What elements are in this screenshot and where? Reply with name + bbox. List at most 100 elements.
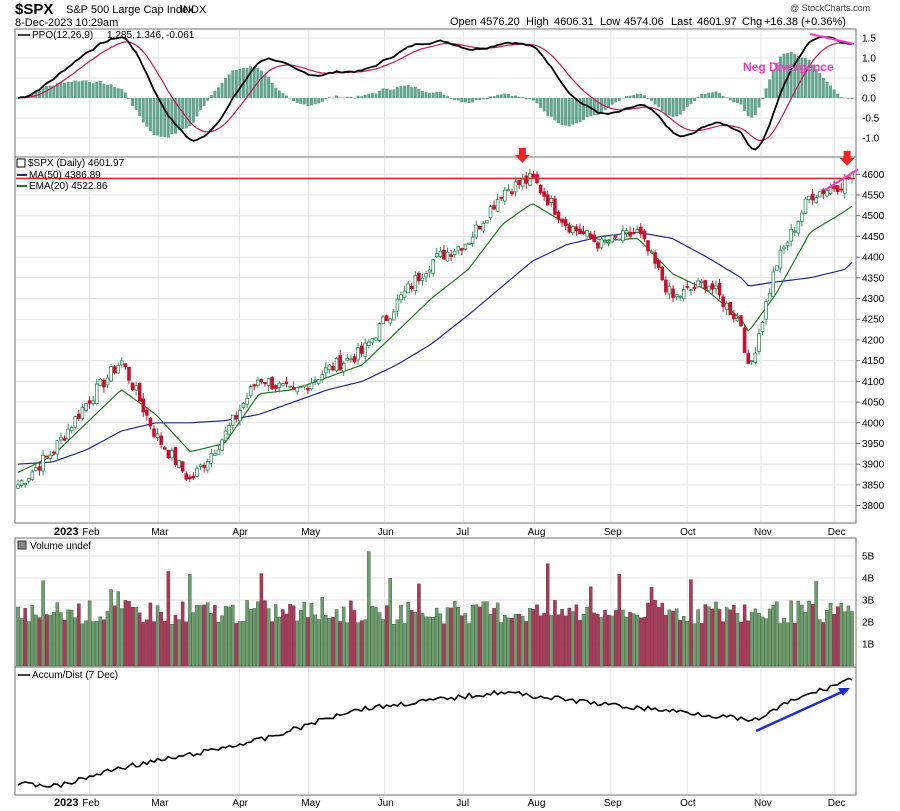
candle-body	[162, 447, 167, 450]
volume-bar	[750, 612, 754, 667]
candle-body	[596, 242, 600, 249]
candle-body	[298, 386, 303, 388]
volume-bar	[678, 620, 682, 667]
ppo-hist-bar	[202, 98, 206, 106]
candle-body	[581, 231, 586, 234]
candle-body	[102, 379, 106, 388]
price-tick-label: 3900	[862, 460, 885, 471]
candle-body	[55, 440, 60, 455]
candle-body	[692, 286, 697, 290]
ppo-hist-bar	[16, 98, 20, 99]
volume-legend-swatch	[17, 540, 27, 550]
volume-bar	[338, 621, 342, 667]
volume-bar	[835, 606, 840, 667]
ppo-hist-bar	[428, 93, 432, 98]
volume-bar	[825, 610, 829, 667]
candle-body	[295, 387, 299, 393]
candle-body	[195, 467, 199, 477]
month-label: Jun	[378, 527, 394, 538]
candle-body	[574, 226, 579, 232]
volume-bar	[571, 611, 575, 667]
volume-bar	[409, 609, 414, 667]
ppo-hist-bar	[718, 92, 722, 98]
volume-bar	[664, 614, 668, 667]
month-label: Sep	[604, 798, 622, 809]
ppo-hist-bar	[850, 98, 854, 100]
ppo-hist-bar	[406, 85, 410, 98]
ppo-hist-bar	[109, 84, 113, 98]
candle-body	[481, 223, 486, 232]
volume-bar	[596, 613, 600, 667]
ppo-hist-bar	[238, 68, 242, 98]
volume-bar	[152, 621, 156, 667]
candle-body	[789, 228, 793, 242]
security-name: S&P 500 Large Cap Index	[66, 4, 194, 16]
volume-bar	[660, 602, 665, 667]
ppo-hist-bar	[410, 87, 414, 98]
ppo-hist-bar	[514, 95, 518, 98]
month-label: Apr	[232, 527, 248, 538]
candle-body	[370, 338, 375, 344]
ppo-hist-bar	[757, 98, 761, 108]
volume-bar	[180, 601, 185, 667]
volume-bar	[177, 619, 181, 667]
ppo-hist-bar	[703, 93, 707, 98]
ppo-hist-bar	[764, 88, 768, 98]
volume-bar	[191, 612, 196, 667]
ppo-legend-name: PPO(12,26,9)	[32, 30, 93, 41]
ppo-hist-bar	[105, 84, 109, 98]
volume-bar	[112, 605, 117, 667]
ppo-hist-bar	[632, 95, 636, 98]
ppo-hist-bar	[517, 96, 521, 98]
ppo-hist-bar	[553, 98, 557, 121]
ppo-hist-bar	[259, 70, 263, 98]
candle-body	[603, 240, 607, 243]
volume-tick-label: 4B	[862, 574, 875, 585]
volume-bar	[359, 620, 364, 667]
candle-body	[456, 245, 461, 251]
ppo-tick-label: -0.5	[862, 114, 880, 125]
ppo-hist-bar	[829, 85, 833, 98]
ppo-hist-bar	[667, 98, 671, 116]
candle-body	[324, 367, 328, 374]
candle-body	[732, 313, 736, 320]
volume-y-axis: 5B 4B 3B 2B 1B	[862, 552, 875, 651]
volume-bar	[266, 608, 271, 667]
ppo-hist-bar	[746, 98, 750, 117]
ppo-hist-bar	[80, 80, 84, 98]
year-label-top: 2023	[54, 526, 78, 538]
candle-body	[209, 453, 214, 464]
volume-bar	[707, 606, 711, 667]
candle-body	[502, 189, 507, 202]
candle-body	[771, 271, 776, 297]
ppo-hist-bar	[98, 80, 102, 98]
month-label: Apr	[232, 798, 248, 809]
volume-bar	[767, 608, 772, 667]
ppo-hist-bar	[145, 98, 149, 127]
ppo-hist-bar	[743, 98, 747, 111]
volume-bar	[467, 623, 471, 667]
accum-dist-panel: Accum/Dist (7 Dec)	[14, 666, 857, 796]
ppo-tick-label: 0.5	[862, 74, 876, 85]
candle-body	[449, 254, 453, 257]
ppo-hist-bar	[446, 96, 450, 98]
candle-body	[442, 249, 446, 260]
volume-bar	[463, 613, 468, 667]
volume-bar	[198, 605, 203, 667]
candle-body	[470, 236, 475, 245]
volume-bar	[574, 604, 579, 667]
volume-bar	[109, 589, 113, 667]
ppo-hist-bar	[478, 98, 482, 100]
volume-bar	[55, 602, 60, 667]
ppo-hist-bar	[818, 73, 822, 98]
ppo-hist-bar	[578, 98, 582, 122]
volume-tick-label: 2B	[862, 618, 875, 629]
ppo-hist-bar	[524, 98, 528, 100]
volume-bar	[302, 601, 307, 667]
month-label: Nov	[754, 798, 772, 809]
volume-bar	[778, 623, 783, 667]
ppo-hist-bar	[224, 78, 228, 98]
ppo-hist-bar	[660, 98, 664, 112]
volume-bar	[807, 600, 811, 667]
ppo-hist-bar	[252, 67, 256, 98]
